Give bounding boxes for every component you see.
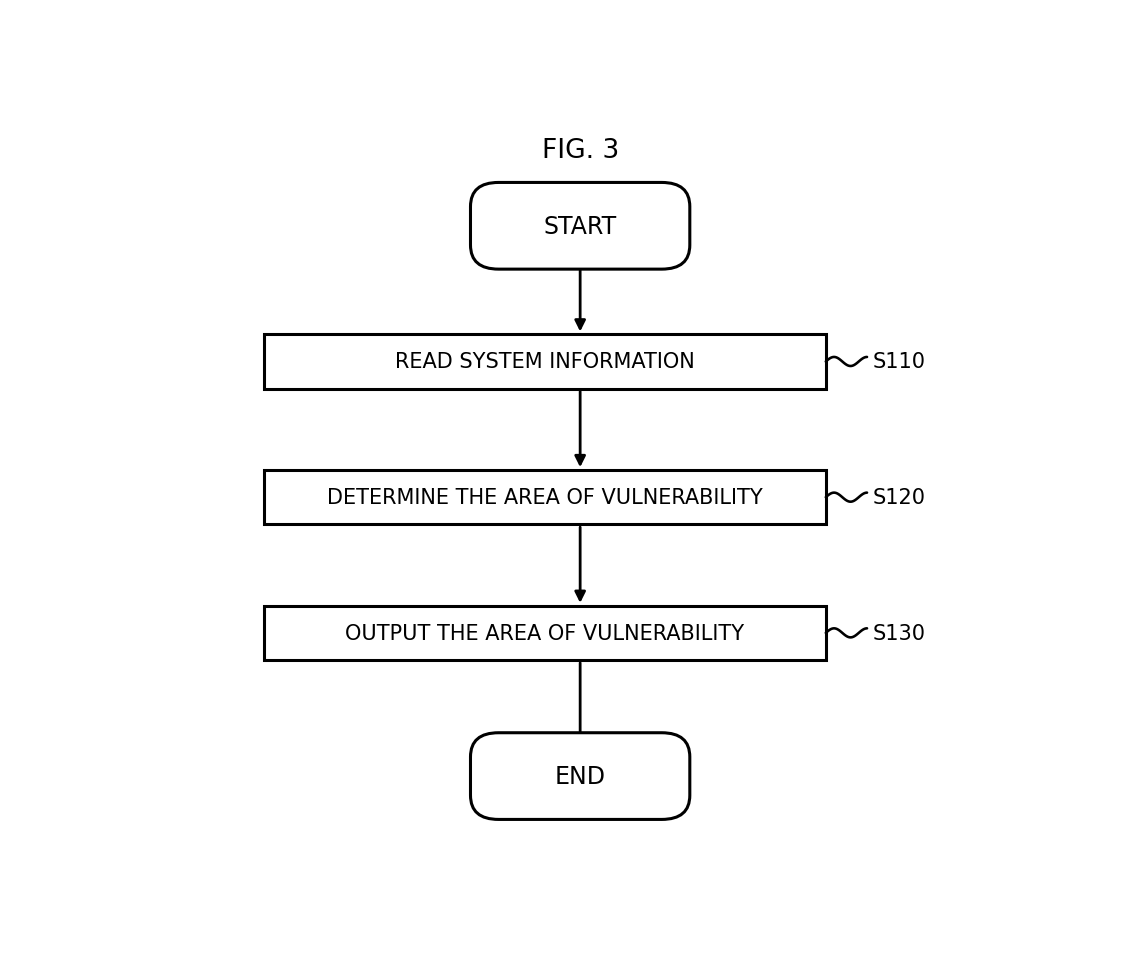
Text: START: START <box>543 214 617 239</box>
Bar <box>265 606 826 660</box>
FancyBboxPatch shape <box>471 183 689 270</box>
Text: S130: S130 <box>873 623 925 644</box>
Bar <box>265 335 826 389</box>
Text: END: END <box>555 764 606 788</box>
Bar <box>265 470 826 525</box>
Text: OUTPUT THE AREA OF VULNERABILITY: OUTPUT THE AREA OF VULNERABILITY <box>345 623 745 644</box>
Text: DETERMINE THE AREA OF VULNERABILITY: DETERMINE THE AREA OF VULNERABILITY <box>327 488 763 508</box>
Text: S120: S120 <box>873 488 925 508</box>
Text: FIG. 3: FIG. 3 <box>541 138 619 164</box>
FancyBboxPatch shape <box>471 733 689 820</box>
Text: S110: S110 <box>873 352 925 372</box>
Text: READ SYSTEM INFORMATION: READ SYSTEM INFORMATION <box>395 352 695 372</box>
